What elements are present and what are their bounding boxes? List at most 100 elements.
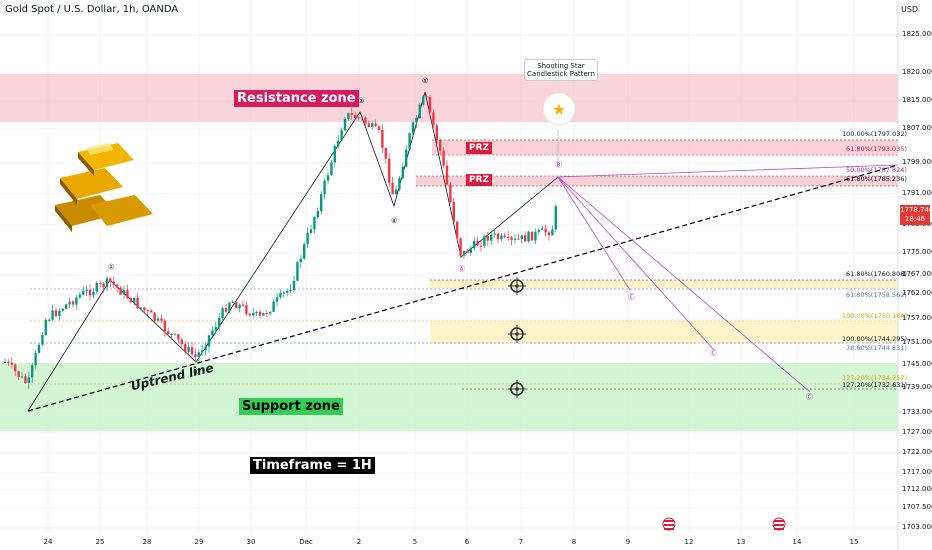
- y-tick-label: 1751.000: [902, 338, 932, 346]
- candle: [520, 235, 523, 240]
- candle: [275, 297, 279, 302]
- candle: [112, 281, 115, 285]
- candle: [415, 118, 418, 123]
- candle: [340, 130, 343, 141]
- candle: [180, 339, 183, 345]
- candle: [462, 250, 466, 256]
- candle: [286, 290, 289, 293]
- candle: [184, 344, 187, 352]
- candle: [517, 238, 520, 240]
- candle: [68, 301, 71, 305]
- x-tick-label: 28: [142, 538, 152, 546]
- current-price-tag: 1778.740 18:46: [900, 205, 932, 225]
- candle: [119, 287, 122, 295]
- candle: [65, 304, 68, 309]
- wave-label-a: Ⓐ: [458, 265, 465, 273]
- candle: [411, 122, 415, 134]
- candle: [544, 228, 547, 233]
- candle: [122, 290, 126, 295]
- candle: [177, 334, 180, 340]
- candle: [547, 232, 551, 236]
- candle: [422, 96, 425, 105]
- candle: [459, 238, 462, 256]
- candle: [476, 241, 479, 246]
- callout-line-1: Shooting Star: [537, 62, 585, 70]
- shooting-star-callout: Shooting Star Candlestick Pattern: [524, 59, 598, 81]
- prz-label-upper: PRZ: [466, 142, 493, 154]
- y-tick-label: 1757.000: [902, 314, 932, 322]
- candle: [347, 113, 350, 119]
- candle: [337, 140, 340, 147]
- fib-label: 61.80%(1793.035): [846, 145, 907, 153]
- candle: [102, 283, 105, 288]
- candle: [486, 236, 489, 241]
- candle: [299, 258, 302, 263]
- y-tick-label: 1762.000: [902, 289, 932, 297]
- x-tick-label: 25: [95, 538, 105, 546]
- candle: [75, 297, 78, 305]
- candle: [425, 96, 428, 98]
- candle: [31, 365, 34, 378]
- candle: [394, 189, 398, 195]
- candle: [323, 180, 326, 195]
- candle: [129, 297, 132, 303]
- candle: [126, 290, 129, 298]
- gold-bars-icon: [55, 143, 153, 232]
- wave-label-5: ⑤: [422, 77, 429, 85]
- y-tick-label: 1767.000: [902, 270, 932, 278]
- prz-zone-lower: [416, 176, 898, 186]
- candle: [384, 147, 387, 159]
- fib-label: 100.00%(1750.184): [842, 312, 908, 320]
- candle: [551, 229, 554, 236]
- candle: [10, 362, 13, 365]
- x-tick-label: 12: [684, 538, 694, 546]
- candle: [445, 165, 449, 185]
- candle: [398, 178, 401, 190]
- candle: [95, 282, 98, 292]
- y-tick-label: 1820.000: [902, 68, 932, 76]
- event-icons: [662, 517, 786, 531]
- candle: [201, 350, 204, 353]
- wave-label-4: ④: [391, 217, 398, 225]
- candle: [105, 278, 109, 288]
- y-tick-label: 1775.000: [902, 248, 932, 256]
- fib-label: 127.20%(1732.631): [842, 381, 908, 389]
- candle: [221, 308, 224, 318]
- candle: [510, 237, 513, 240]
- candle: [160, 318, 163, 321]
- candle: [150, 310, 153, 313]
- fib-label: 78.60%(1744.831): [846, 344, 907, 352]
- target-icon: [508, 325, 526, 343]
- candle: [357, 117, 360, 119]
- candle: [136, 297, 139, 309]
- wave-label-c: Ⓒ: [806, 393, 813, 401]
- y-tick-label: 1712.000: [902, 485, 932, 493]
- candle: [313, 217, 316, 230]
- candle: [466, 250, 469, 253]
- resistance-zone-label: Resistance zone: [234, 90, 359, 107]
- candle: [381, 130, 384, 148]
- wave-label-3: ③: [358, 97, 365, 105]
- y-tick-label: 1745.000: [902, 360, 932, 368]
- candle: [58, 310, 61, 316]
- candle: [17, 371, 20, 378]
- candle: [456, 221, 459, 239]
- candle: [289, 290, 292, 292]
- candle: [537, 229, 540, 232]
- candle: [408, 133, 411, 150]
- candle: [211, 330, 214, 336]
- x-tick-label: 24: [43, 538, 53, 546]
- x-tick-label: 5: [412, 538, 418, 546]
- candle: [71, 301, 75, 305]
- candle: [218, 317, 221, 327]
- candle: [48, 319, 51, 321]
- fib-label: 100.00%(1797.032): [842, 130, 908, 138]
- candle: [34, 352, 37, 366]
- fib-label: 100.00%(1744.295): [842, 335, 908, 343]
- candle: [272, 301, 275, 312]
- candle: [452, 201, 455, 222]
- candle: [377, 126, 381, 131]
- candle: [350, 113, 353, 115]
- candle: [449, 184, 452, 202]
